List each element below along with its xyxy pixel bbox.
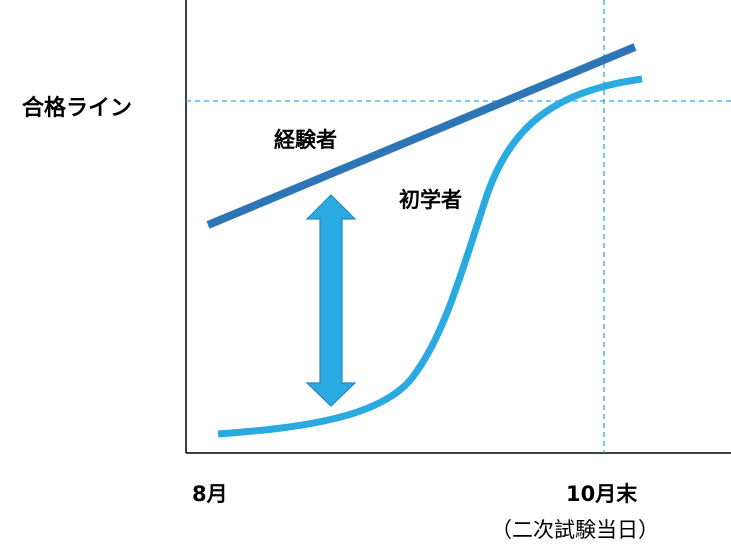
- beginner-label: 初学者: [399, 188, 462, 212]
- experienced-label: 経験者: [274, 128, 337, 152]
- x-label-end-october: 10月末: [566, 482, 638, 506]
- experienced-line: [206, 43, 637, 229]
- x-label-exam-day: （二次試験当日）: [491, 518, 659, 542]
- beginner-curve: [217, 75, 643, 438]
- x-label-august: 8月: [192, 482, 228, 506]
- gap-arrow: [305, 194, 357, 407]
- pass-line-label: 合格ライン: [22, 96, 133, 121]
